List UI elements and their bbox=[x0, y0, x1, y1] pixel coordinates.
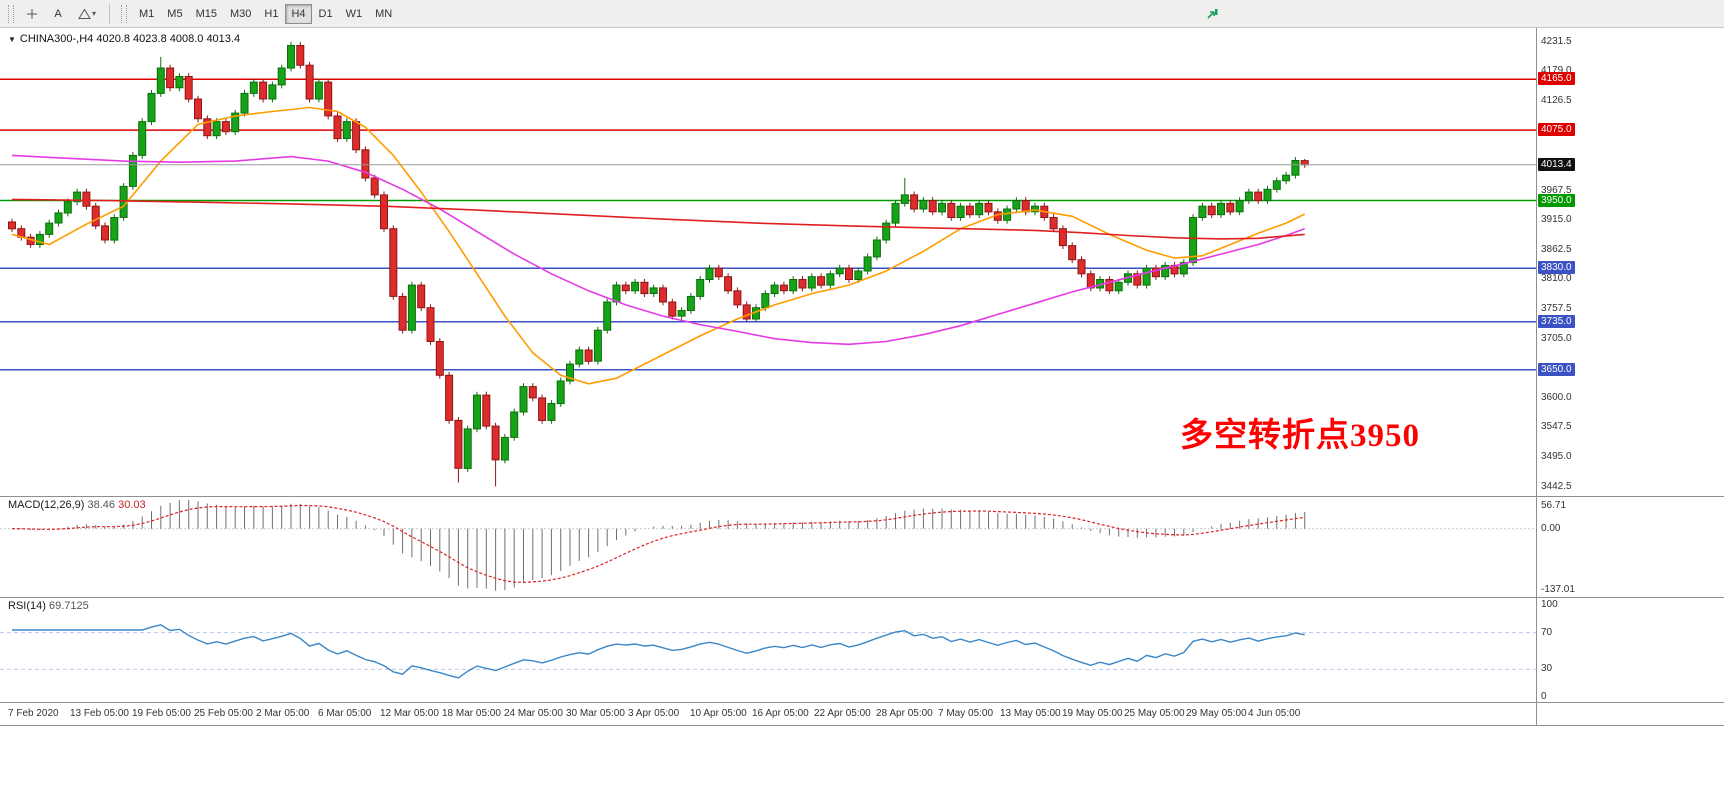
green-arrow-icon bbox=[1207, 8, 1218, 19]
green-arrow-button[interactable] bbox=[1200, 3, 1225, 23]
crosshair-icon bbox=[27, 8, 37, 19]
price-tick-label: 3705.0 bbox=[1541, 333, 1572, 344]
price-tick-label: 4179.0 bbox=[1541, 65, 1572, 76]
price-tick-label: 3547.5 bbox=[1541, 421, 1572, 432]
chart-bottom-border bbox=[0, 725, 1724, 726]
ma-mid-line[interactable] bbox=[11, 154, 1305, 346]
time-axis-label: 22 Apr 05:00 bbox=[814, 708, 871, 719]
price-tick-label: 3967.5 bbox=[1541, 185, 1572, 196]
panel-divider bbox=[0, 496, 1724, 497]
price-tick-label: 3442.5 bbox=[1541, 481, 1572, 492]
time-axis-label: 25 May 05:00 bbox=[1124, 708, 1185, 719]
panel-divider bbox=[0, 597, 1724, 598]
toolbar: A ▾ M1 M5 M15 M30 H1 H4 D1 W1 MN bbox=[0, 0, 1724, 28]
time-axis-label: 7 Feb 2020 bbox=[8, 708, 59, 719]
price-tick-label: 3862.5 bbox=[1541, 244, 1572, 255]
main-chart-canvas[interactable] bbox=[0, 28, 1536, 496]
timeframe-button-h4[interactable]: H4 bbox=[285, 3, 312, 24]
time-axis-label: 28 Apr 05:00 bbox=[876, 708, 933, 719]
symbol-dropdown-icon[interactable]: ▼ bbox=[8, 34, 16, 44]
time-axis-label: 2 Mar 05:00 bbox=[256, 708, 310, 719]
timeframe-button-m1[interactable]: M1 bbox=[133, 4, 160, 24]
timeframe-button-m30[interactable]: M30 bbox=[224, 4, 257, 24]
time-axis-label: 4 Jun 05:00 bbox=[1248, 708, 1301, 719]
toolbar-separator bbox=[109, 3, 111, 24]
rsi-label: RSI(14) 69.7125 bbox=[8, 600, 89, 612]
time-axis-label: 30 Mar 05:00 bbox=[566, 708, 625, 719]
price-tick-label: 3600.0 bbox=[1541, 392, 1572, 403]
timeframe-button-d1[interactable]: D1 bbox=[313, 4, 339, 24]
shapes-icon bbox=[78, 8, 91, 19]
chart-annotation-text[interactable]: 多空转折点3950 bbox=[1180, 418, 1420, 454]
time-axis-label: 29 May 05:00 bbox=[1186, 708, 1247, 719]
price-tick-label: 3757.5 bbox=[1541, 303, 1572, 314]
time-axis-label: 24 Mar 05:00 bbox=[504, 708, 563, 719]
rsi-canvas[interactable] bbox=[0, 598, 1536, 702]
macd-main-value: 38.46 bbox=[87, 499, 116, 511]
symbol-ohlc-text: CHINA300-,H4 4020.8 4023.8 4008.0 4013.4 bbox=[19, 33, 241, 45]
timeframe-button-h1[interactable]: H1 bbox=[258, 4, 284, 24]
macd-histogram bbox=[20, 499, 1306, 591]
time-axis-label: 25 Feb 05:00 bbox=[194, 708, 253, 719]
price-badge-4165.0: 4165.0 bbox=[1538, 72, 1575, 85]
price-tick-label: 3495.0 bbox=[1541, 451, 1572, 462]
macd-axis-bottom-label: -137.01 bbox=[1541, 584, 1575, 595]
price-badge-3650.0: 3650.0 bbox=[1538, 363, 1575, 376]
macd-name: MACD(12,26,9) bbox=[8, 499, 85, 511]
price-tick-label: 4231.5 bbox=[1541, 36, 1572, 47]
time-axis-label: 13 Feb 05:00 bbox=[70, 708, 129, 719]
price-badge-3735.0: 3735.0 bbox=[1538, 315, 1575, 328]
timeframe-button-m5[interactable]: M5 bbox=[161, 4, 188, 24]
timeframe-button-m15[interactable]: M15 bbox=[190, 4, 223, 24]
toolbar-grip[interactable] bbox=[8, 4, 14, 23]
macd-signal-value: 30.03 bbox=[118, 499, 146, 511]
time-axis-label: 3 Apr 05:00 bbox=[628, 708, 680, 719]
macd-label: MACD(12,26,9) 38.46 30.03 bbox=[8, 499, 146, 511]
panel-divider bbox=[0, 702, 1724, 703]
shapes-tool-button[interactable]: ▾ bbox=[72, 4, 102, 24]
macd-signal-line bbox=[11, 504, 1305, 583]
price-tick-label: 3810.0 bbox=[1541, 273, 1572, 284]
current-price-badge: 4013.4 bbox=[1538, 158, 1575, 171]
rsi-name: RSI(14) bbox=[8, 600, 46, 612]
time-axis-label: 13 May 05:00 bbox=[1000, 708, 1061, 719]
ma-slow-line[interactable] bbox=[11, 198, 1305, 240]
timeframe-button-group: M1 M5 M15 M30 H1 H4 D1 W1 MN bbox=[133, 3, 398, 24]
price-axis[interactable]: 4231.5 4179.0 4126.5 3967.5 3915.0 3862.5 3810… bbox=[1536, 28, 1724, 725]
candles-layer bbox=[8, 41, 1309, 487]
rsi-axis-label-70: 70 bbox=[1541, 627, 1553, 638]
rsi-axis-label-0: 0 bbox=[1541, 691, 1547, 702]
price-badge-3830.0: 3830.0 bbox=[1538, 261, 1575, 274]
macd-axis-top-label: 56.71 bbox=[1541, 500, 1567, 511]
time-axis-label: 6 Mar 05:00 bbox=[318, 708, 372, 719]
price-badge-3950.0: 3950.0 bbox=[1538, 194, 1575, 207]
chart-window: ▼ CHINA300-,H4 4020.8 4023.8 4008.0 4013… bbox=[0, 28, 1724, 796]
timeframe-button-mn[interactable]: MN bbox=[369, 4, 398, 24]
rsi-line bbox=[12, 624, 1305, 679]
price-tick-label: 3915.0 bbox=[1541, 214, 1572, 225]
time-axis-label: 19 Feb 05:00 bbox=[132, 708, 191, 719]
price-badge-4075.0: 4075.0 bbox=[1538, 123, 1575, 136]
rsi-axis-label-100: 100 bbox=[1541, 599, 1558, 610]
time-axis-label: 10 Apr 05:00 bbox=[690, 708, 747, 719]
rsi-axis-label-30: 30 bbox=[1541, 663, 1553, 674]
crosshair-tool-button[interactable] bbox=[20, 4, 44, 24]
text-tool-button[interactable]: A bbox=[46, 4, 70, 24]
macd-axis-zero-label: 0.00 bbox=[1541, 523, 1561, 534]
symbol-info-line: ▼ CHINA300-,H4 4020.8 4023.8 4008.0 4013… bbox=[8, 33, 240, 45]
price-tick-label: 4126.5 bbox=[1541, 95, 1572, 106]
ma-fast-line[interactable] bbox=[11, 106, 1306, 385]
toolbar-grip-2[interactable] bbox=[121, 4, 128, 23]
time-axis[interactable]: 7 Feb 2020 13 Feb 05:00 19 Feb 05:00 25 Feb… bbox=[0, 703, 1536, 725]
timeframe-button-w1[interactable]: W1 bbox=[340, 4, 369, 24]
time-axis-label: 18 Mar 05:00 bbox=[442, 708, 501, 719]
time-axis-label: 7 May 05:00 bbox=[938, 708, 994, 719]
time-axis-label: 12 Mar 05:00 bbox=[380, 708, 439, 719]
time-axis-label: 16 Apr 05:00 bbox=[752, 708, 809, 719]
dropdown-caret-icon: ▾ bbox=[92, 9, 97, 18]
macd-canvas[interactable] bbox=[0, 497, 1536, 597]
time-axis-label: 19 May 05:00 bbox=[1062, 708, 1123, 719]
rsi-value: 69.7125 bbox=[48, 600, 89, 612]
